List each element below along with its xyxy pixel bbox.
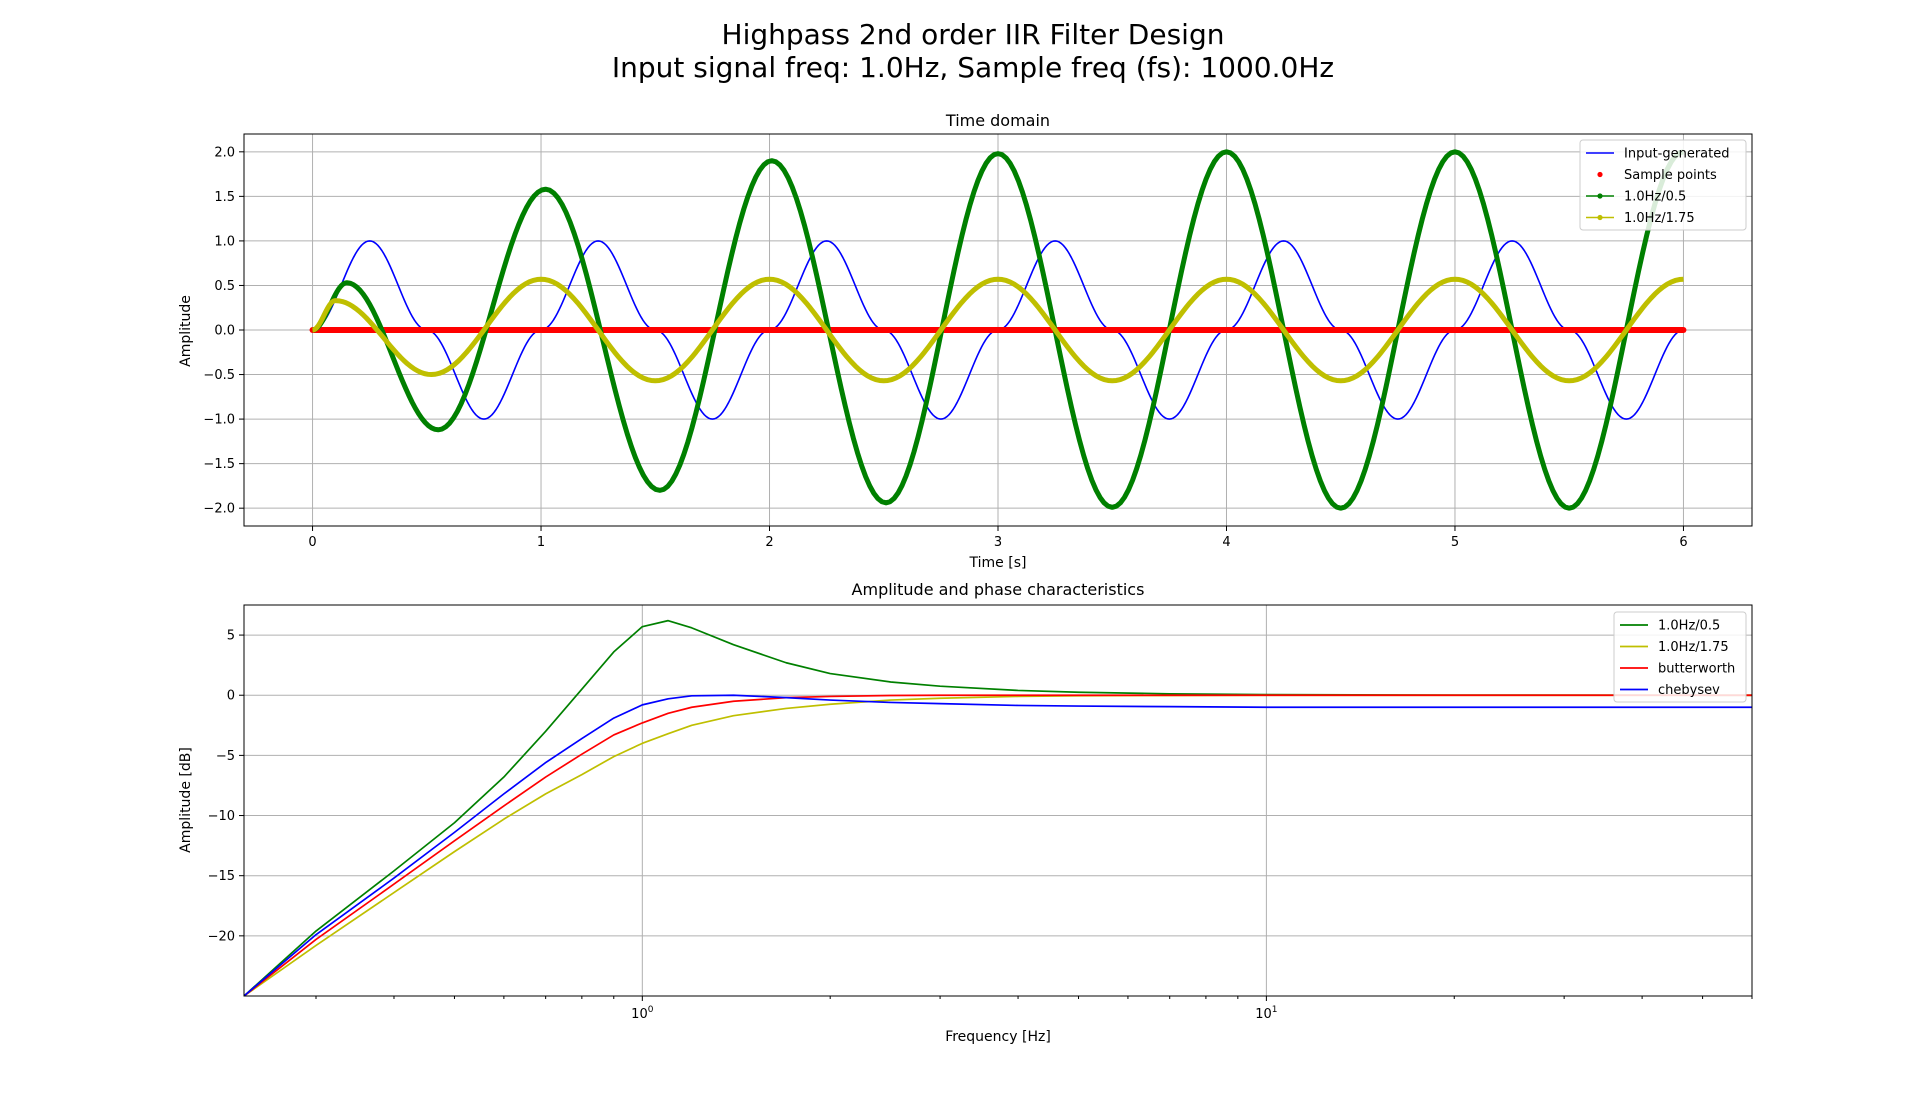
time-ytick-label: −0.5 bbox=[203, 368, 235, 383]
series-chebysev bbox=[244, 694, 1752, 996]
freq-ytick-label: −15 bbox=[208, 869, 235, 884]
time-ytick-label: −2.0 bbox=[203, 502, 235, 517]
legend-sample-points: Sample points bbox=[1597, 168, 1717, 183]
time-domain-legend: Input-generated Sample points 1.0Hz/0.5 1.0… bbox=[1579, 139, 1747, 231]
svg-text:1.0Hz/1.75: 1.0Hz/1.75 bbox=[1624, 211, 1695, 226]
time-ytick-label: 0.5 bbox=[214, 279, 235, 294]
freq-xtick-label: 101 bbox=[1255, 1005, 1277, 1022]
series-1-0hz-0-5 bbox=[244, 619, 1752, 996]
frequency-response-xlabel: Frequency [Hz] bbox=[945, 1029, 1051, 1045]
series-butterworth bbox=[244, 694, 1752, 996]
time-ytick-label: 1.5 bbox=[214, 190, 235, 205]
time-xtick-label: 4 bbox=[1222, 535, 1230, 550]
legend-chebysev: chebysev bbox=[1620, 683, 1720, 698]
freq-ytick-label: −5 bbox=[216, 749, 235, 764]
time-ytick-label: 1.0 bbox=[214, 234, 235, 249]
legend-1-0hz-0-5: 1.0Hz/0.5 bbox=[1586, 190, 1686, 205]
series-1-0hz-1-75 bbox=[244, 694, 1752, 996]
time-ytick-label: −1.0 bbox=[203, 413, 235, 428]
legend-1-0hz-1-75: 1.0Hz/1.75 bbox=[1586, 211, 1695, 226]
time-domain-frame bbox=[243, 133, 1753, 527]
legend-1-0hz-1-75: 1.0Hz/1.75 bbox=[1620, 640, 1729, 655]
time-xtick-label: 3 bbox=[994, 535, 1002, 550]
series-1-0hz-1-75 bbox=[310, 276, 1684, 384]
svg-text:1.0Hz/0.5: 1.0Hz/0.5 bbox=[1658, 619, 1720, 634]
time-domain-title: Time domain bbox=[945, 111, 1050, 130]
svg-text:1.0Hz/1.75: 1.0Hz/1.75 bbox=[1658, 640, 1729, 655]
frequency-response-ylabel: Amplitude [dB] bbox=[178, 747, 194, 853]
time-xtick-label: 6 bbox=[1679, 535, 1687, 550]
legend-input-generated: Input-generated bbox=[1586, 147, 1730, 162]
freq-ytick-label: −10 bbox=[208, 809, 235, 824]
time-domain-xlabel: Time [s] bbox=[969, 555, 1027, 571]
time-domain-plot: Time domain Time [s] Amplitude 0 1 2 3 4 5 6 −2… bbox=[178, 111, 1753, 571]
time-xtick-label: 5 bbox=[1451, 535, 1459, 550]
frequency-response-frame bbox=[243, 604, 1753, 997]
time-xtick-label: 1 bbox=[537, 535, 545, 550]
time-domain-ylabel: Amplitude bbox=[178, 295, 194, 367]
time-xtick-label: 2 bbox=[765, 535, 773, 550]
freq-xtick-label: 100 bbox=[631, 1005, 654, 1022]
time-ytick-label: 0.0 bbox=[214, 324, 235, 339]
svg-text:chebysev: chebysev bbox=[1658, 683, 1720, 698]
freq-ytick-label: −20 bbox=[208, 929, 235, 944]
svg-text:Input-generated: Input-generated bbox=[1624, 147, 1730, 162]
legend-1-0hz-0-5: 1.0Hz/0.5 bbox=[1620, 619, 1720, 634]
freq-ytick-label: 5 bbox=[227, 629, 235, 644]
frequency-response-title: Amplitude and phase characteristics bbox=[852, 580, 1145, 599]
figure-title-line-1: Highpass 2nd order IIR Filter Design bbox=[722, 18, 1225, 51]
time-xtick-label: 0 bbox=[308, 535, 316, 550]
frequency-response-plot: Amplitude and phase characteristics Freq… bbox=[178, 580, 1753, 1045]
freq-ytick-label: 0 bbox=[227, 689, 235, 704]
time-ytick-label: −1.5 bbox=[203, 457, 235, 472]
svg-text:Sample points: Sample points bbox=[1624, 168, 1717, 183]
legend-butterworth: butterworth bbox=[1620, 662, 1735, 677]
frequency-response-legend: 1.0Hz/0.5 1.0Hz/1.75 butterworth chebysev bbox=[1613, 611, 1747, 703]
svg-text:butterworth: butterworth bbox=[1658, 662, 1735, 677]
time-ytick-label: 2.0 bbox=[214, 145, 235, 160]
svg-text:1.0Hz/0.5: 1.0Hz/0.5 bbox=[1624, 190, 1686, 205]
figure-title-line-2: Input signal freq: 1.0Hz, Sample freq (f… bbox=[612, 51, 1334, 84]
